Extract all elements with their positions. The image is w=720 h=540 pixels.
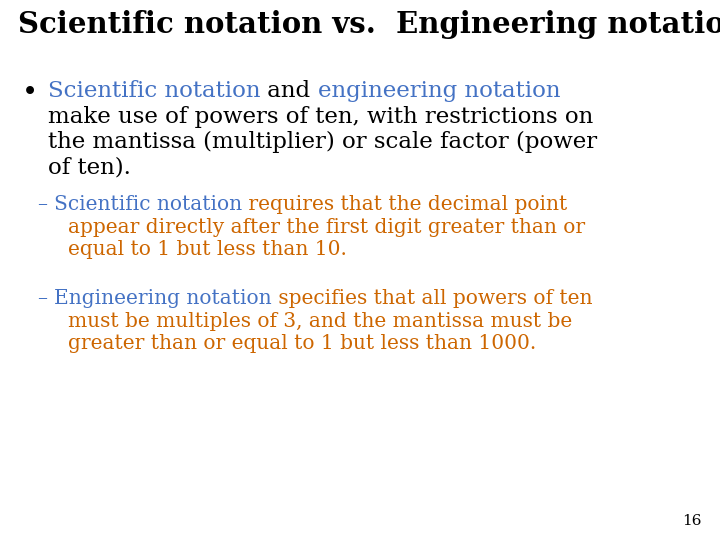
Text: equal to 1 but less than 10.: equal to 1 but less than 10.	[68, 240, 347, 259]
Text: 16: 16	[683, 514, 702, 528]
Text: of ten).: of ten).	[48, 157, 131, 179]
Text: engineering notation: engineering notation	[318, 80, 560, 102]
Text: Engineering notation: Engineering notation	[55, 289, 272, 308]
Text: Scientific notation: Scientific notation	[55, 195, 243, 214]
Text: appear directly after the first digit greater than or: appear directly after the first digit gr…	[68, 218, 585, 237]
Text: and: and	[261, 80, 318, 102]
Text: –: –	[38, 195, 55, 214]
Text: requires that the decimal point: requires that the decimal point	[243, 195, 568, 214]
Text: Scientific notation: Scientific notation	[48, 80, 261, 102]
Text: –: –	[38, 289, 55, 308]
Text: specifies that all powers of ten: specifies that all powers of ten	[272, 289, 593, 308]
Text: Scientific notation vs.  Engineering notation: Scientific notation vs. Engineering nota…	[18, 10, 720, 39]
Text: the mantissa (multiplier) or scale factor (power: the mantissa (multiplier) or scale facto…	[48, 131, 597, 153]
Text: must be multiples of 3, and the mantissa must be: must be multiples of 3, and the mantissa…	[68, 312, 572, 331]
Text: greater than or equal to 1 but less than 1000.: greater than or equal to 1 but less than…	[68, 334, 536, 354]
Text: •: •	[22, 80, 38, 107]
Text: make use of powers of ten, with restrictions on: make use of powers of ten, with restrict…	[48, 106, 593, 127]
